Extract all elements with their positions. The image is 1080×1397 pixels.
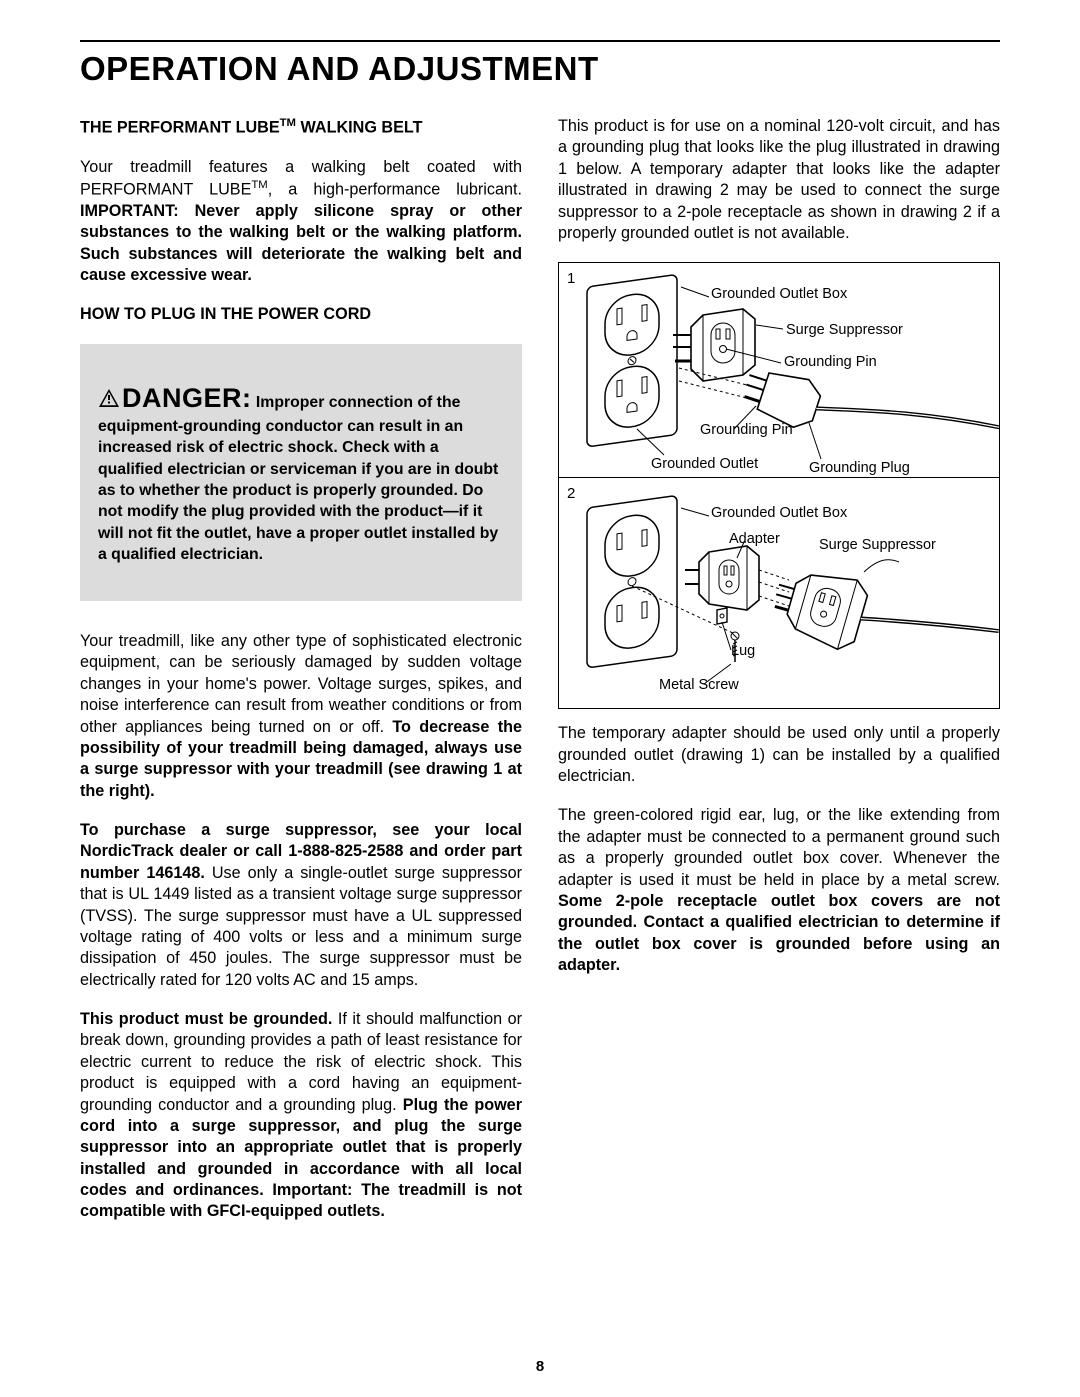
panel-number-1: 1 (567, 269, 575, 289)
lube-important: IMPORTANT: Never apply silicone spray or… (80, 202, 522, 284)
right-column: This product is for use on a nominal 120… (558, 116, 1000, 1241)
right-p2: The temporary adapter should be used onl… (558, 723, 1000, 787)
trademark-symbol: TM (251, 179, 267, 191)
subhead-text-1: THE PERFORMANT LUBE (80, 118, 280, 136)
diagram-panel-2: 2 (559, 478, 999, 708)
trademark-symbol: TM (280, 117, 296, 129)
danger-warning-box: DANGER: Improper connection of the equip… (80, 344, 522, 601)
danger-body: Improper connection of the equipment-gro… (98, 394, 498, 563)
danger-text: DANGER: Improper connection of the equip… (98, 380, 504, 566)
two-column-layout: THE PERFORMANT LUBETM WALKING BELT Your … (80, 116, 1000, 1241)
danger-word: DANGER: (122, 383, 252, 413)
page-number: 8 (0, 1358, 1080, 1375)
label-grounded-outlet-box-2: Grounded Outlet Box (711, 504, 847, 523)
lube-text-b: , a high-performance lubricant. (268, 181, 522, 199)
right-p3-text: The green-colored rigid ear, lug, or the… (558, 806, 1000, 888)
document-page: OPERATION AND ADJUSTMENT THE PERFORMANT … (0, 0, 1080, 1397)
warning-triangle-icon (98, 388, 120, 408)
subhead-plug: HOW TO PLUG IN THE POWER CORD (80, 304, 522, 325)
plug-diagram: 1 (558, 262, 1000, 709)
surge-suppressor-2-icon (766, 560, 999, 691)
subhead-text-2: WALKING BELT (296, 118, 423, 136)
grounded-bold2: Plug the power cord into a surge suppres… (80, 1096, 522, 1221)
surge-suppressor-icon (673, 309, 755, 381)
label-grounding-plug: Grounding Plug (809, 459, 910, 478)
label-grounding-pin-top: Grounding Pin (784, 353, 877, 372)
page-title: OPERATION AND ADJUSTMENT (80, 50, 1000, 88)
right-p3-bold: Some 2-pole receptacle outlet box covers… (558, 892, 1000, 974)
purchase-paragraph: To purchase a surge suppressor, see your… (80, 820, 522, 991)
grounded-paragraph: This product must be grounded. If it sho… (80, 1009, 522, 1223)
right-p1: This product is for use on a nominal 120… (558, 116, 1000, 244)
label-grounded-outlet-box-1: Grounded Outlet Box (711, 285, 847, 304)
label-surge-suppressor-2: Surge Suppressor (819, 536, 936, 555)
grounded-bold1: This product must be grounded. (80, 1010, 338, 1028)
right-p3: The green-colored rigid ear, lug, or the… (558, 805, 1000, 976)
panel-number-2: 2 (567, 484, 575, 504)
label-adapter: Adapter (729, 530, 780, 549)
label-surge-suppressor-1: Surge Suppressor (786, 321, 903, 340)
diagram-panel-1: 1 (559, 263, 999, 478)
top-rule (80, 40, 1000, 42)
label-lug: Lug (731, 642, 755, 661)
subhead-lube: THE PERFORMANT LUBETM WALKING BELT (80, 116, 522, 139)
left-column: THE PERFORMANT LUBETM WALKING BELT Your … (80, 116, 522, 1241)
label-metal-screw: Metal Screw (659, 676, 739, 695)
adapter-icon (685, 546, 759, 624)
purchase-text: Use only a single-outlet surge suppresso… (80, 864, 522, 989)
surge-paragraph: Your treadmill, like any other type of s… (80, 631, 522, 802)
label-grounding-pin-mid: Grounding Pin (700, 421, 793, 440)
label-grounded-outlet: Grounded Outlet (651, 455, 758, 474)
lube-paragraph: Your treadmill features a walking belt c… (80, 157, 522, 287)
